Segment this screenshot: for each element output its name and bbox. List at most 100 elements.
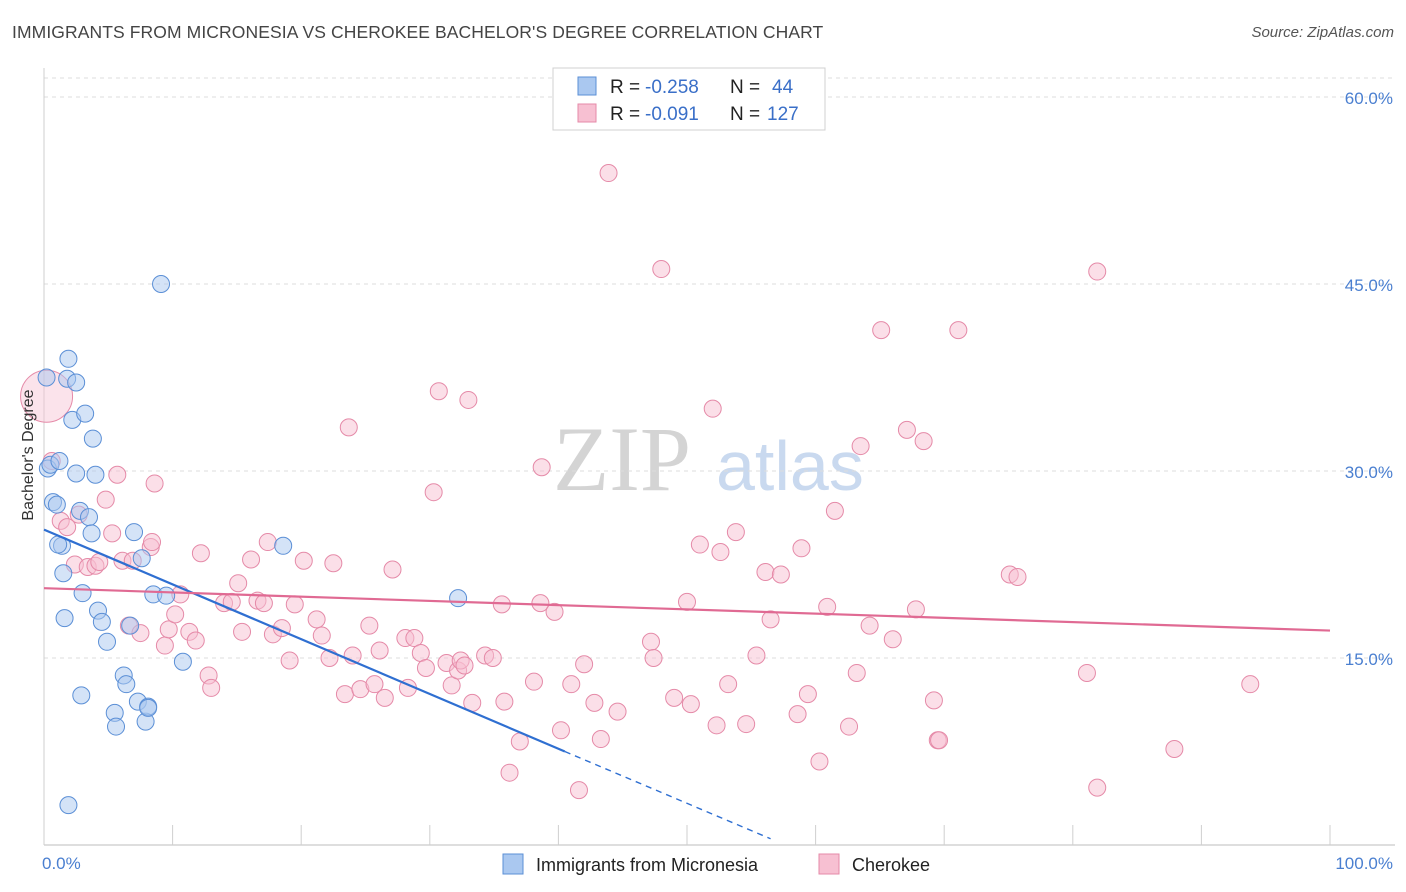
cherokee-point-115 [897,420,916,439]
cherokee-point-46 [339,418,358,437]
micronesia-point-24 [107,717,126,736]
cherokee-point-39 [285,595,304,614]
cherokee-point-18 [145,474,164,493]
legend-r-value-1: -0.258 [645,77,699,98]
micronesia-point-0 [37,368,56,387]
axes [43,68,1395,846]
cherokee-point-74 [524,672,543,691]
micronesia-point-5 [50,452,69,471]
cherokee-point-50 [365,675,384,694]
legend-n-value-2: 127 [767,104,799,125]
cherokee-point-57 [411,644,430,663]
cherokee-point-35 [258,533,277,552]
cherokee-point-96 [719,675,738,694]
micronesia-point-9 [59,349,78,368]
cherokee-point-98 [737,715,756,734]
micronesia-point-38 [73,584,92,603]
cherokee-point-81 [575,655,594,674]
cherokee-point-53 [383,560,402,579]
cherokee-point-123 [1077,663,1096,682]
bottom-legend-swatch-pink [818,853,840,875]
cherokee-point-11 [108,465,127,484]
cherokee-point-95 [711,543,730,562]
micronesia-point-16 [80,508,99,527]
cherokee-point-62 [442,676,461,695]
cherokee-point-105 [798,685,817,704]
legend-swatch-blue [577,76,597,96]
cherokee-point-71 [495,692,514,711]
y-tick-label-45: 45.0% [1345,276,1393,295]
cherokee-point-51 [370,641,389,660]
cherokee-point-107 [818,597,837,616]
y-axis-label: Bachelor's Degree [20,389,37,520]
micronesia-point-36 [173,652,192,671]
legend-n-value-1: 44 [772,77,794,98]
cherokee-point-94 [707,716,726,735]
micronesia-point-39 [59,796,78,815]
micronesia-point-4 [47,495,66,514]
cherokee-point-116 [906,600,925,619]
x-tick-label-0: 0.0% [42,854,81,873]
cherokee-point-77 [545,602,564,621]
legend-r-label-2: R = [610,104,640,125]
micronesia-point-28 [125,523,144,542]
legend-n-label-1: N = [730,77,760,98]
cherokee-point-93 [703,399,722,418]
cherokee-point-31 [233,622,252,641]
cherokee-point-88 [652,260,671,279]
cherokee-point-27 [202,678,221,697]
cherokee-point-112 [860,616,879,635]
trend-line-micronesia-extrapolated [564,750,771,840]
cherokee-point-86 [641,632,660,651]
cherokee-point-45 [335,685,354,704]
cherokee-point-109 [840,717,859,736]
cherokee-point-52 [375,688,394,707]
bottom-legend-label-cherokee: Cherokee [852,855,930,875]
y-tick-label-30: 30.0% [1345,463,1393,482]
trend-line-micronesia [43,528,566,753]
cherokee-point-56 [405,629,424,648]
cherokee-point-24 [186,631,205,650]
cherokee-point-83 [591,730,610,749]
cherokee-point-58 [416,658,435,677]
micronesia-point-30 [132,549,151,568]
cherokee-point-76 [532,458,551,477]
micronesia-point-17 [82,524,101,543]
cherokee-point-128 [930,731,949,750]
cherokee-point-80 [569,781,588,800]
trend-line-cherokee [43,587,1331,632]
cherokee-point-38 [280,651,299,670]
cherokee-point-84 [599,164,618,183]
cherokee-point-117 [914,432,933,451]
cherokee-point-65 [455,656,474,675]
cherokee-point-118 [924,691,943,710]
micronesia-point-35 [157,586,176,605]
micronesia-point-15 [76,404,95,423]
cherokee-point-126 [1165,740,1184,759]
cherokee-point-114 [883,630,902,649]
watermark-zip: ZIP [553,408,691,510]
cherokee-point-110 [847,663,866,682]
micronesia-point-18 [83,429,102,448]
watermark: ZIP atlas [553,408,864,510]
cherokee-point-78 [551,721,570,740]
micronesia-point-21 [92,612,111,631]
cherokee-point-44 [324,554,343,573]
cherokee-point-30 [229,574,248,593]
cherokee-point-113 [872,321,891,340]
cherokee-point-49 [360,616,379,635]
cherokee-point-40 [294,551,313,570]
cherokee-point-60 [429,382,448,401]
cherokee-point-106 [810,752,829,771]
trend-lines [43,528,1331,840]
cherokee-point-91 [681,695,700,714]
micronesia-point-22 [98,632,117,651]
cherokee-point-69 [483,649,502,667]
micronesia-point-27 [121,616,140,635]
y-tick-label-60: 60.0% [1345,89,1393,108]
micronesia-point-12 [67,373,86,392]
legend-r-label-1: R = [610,77,640,98]
cherokee-point-120 [949,321,968,340]
legend-box: R = -0.258 N = 44 R = -0.091 N = 127 [552,67,826,131]
